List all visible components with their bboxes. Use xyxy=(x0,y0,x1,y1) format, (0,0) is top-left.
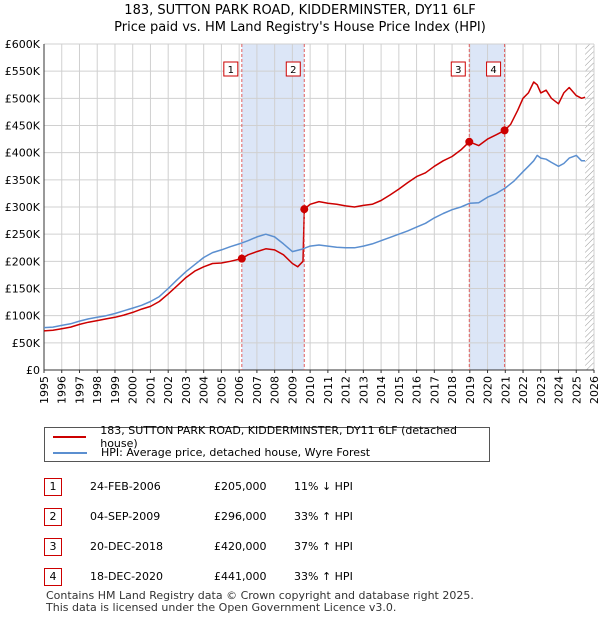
property-line-swatch xyxy=(53,435,87,438)
sale-marker-badge xyxy=(450,61,466,77)
x-tick-label: 2023 xyxy=(535,376,548,404)
y-tick-label: £600K xyxy=(5,38,41,51)
x-tick-label: 2000 xyxy=(127,376,140,404)
y-tick-label: £450K xyxy=(5,120,41,133)
sale-marker-number: 2 xyxy=(290,65,296,76)
x-tick-label: 2016 xyxy=(411,376,424,404)
x-tick-label: 2026 xyxy=(588,376,600,404)
x-tick-label: 2012 xyxy=(340,376,353,404)
legend-hpi-label: HPI: Average price, detached house, Wyre… xyxy=(101,446,371,459)
sale-point xyxy=(237,254,246,263)
x-tick-label: 1996 xyxy=(56,376,69,404)
x-tick-label: 1999 xyxy=(109,376,122,404)
sale-price: £441,000 xyxy=(214,570,267,583)
x-tick-label: 2015 xyxy=(393,376,406,404)
grid-lines xyxy=(43,43,595,371)
sale-price: £296,000 xyxy=(214,510,267,523)
x-tick-label: 2006 xyxy=(233,376,246,404)
x-tick-label: 2005 xyxy=(215,376,228,404)
sale-badge: 2 xyxy=(44,508,62,526)
sale-date: 24-FEB-2006 xyxy=(90,480,161,493)
x-tick-label: 2017 xyxy=(428,376,441,404)
x-tick-label: 2002 xyxy=(162,376,175,404)
sale-badge: 3 xyxy=(44,538,62,556)
price-chart: £0 £50K £100K £150K £200K £250K £300K £350K £400… xyxy=(5,38,600,404)
sale-date: 04-SEP-2009 xyxy=(90,510,161,523)
sale-price: £420,000 xyxy=(214,540,267,553)
sale-hpi-change: 37% ↑ HPI xyxy=(294,540,353,553)
sale-price: £205,000 xyxy=(214,480,267,493)
x-tick-label: 2003 xyxy=(180,376,193,404)
y-tick-label: £550K xyxy=(5,65,41,78)
y-tick-label: £0 xyxy=(26,364,40,377)
sale-point xyxy=(500,126,509,135)
sale-hpi-change: 11% ↓ HPI xyxy=(294,480,353,493)
x-tick-label: 2018 xyxy=(446,376,459,404)
x-tick-label: 2001 xyxy=(144,376,157,404)
x-tick-label: 1997 xyxy=(73,376,86,404)
x-tick-label: 2019 xyxy=(464,376,477,404)
hpi-line-swatch xyxy=(53,451,87,454)
x-tick-label: 2007 xyxy=(251,376,264,404)
sale-point xyxy=(465,137,474,146)
series-lines xyxy=(43,81,586,332)
x-tick-label: 2010 xyxy=(304,376,317,404)
legend-property-label: 183, SUTTON PARK ROAD, KIDDERMINSTER, DY… xyxy=(100,423,457,450)
sale-marker-badge xyxy=(486,61,502,77)
table-row: 4 18-DEC-2020 £441,000 33% ↑ HPI xyxy=(44,568,444,586)
sale-hpi-change: 33% ↑ HPI xyxy=(294,510,353,523)
license-notice: This data is licensed under the Open Gov… xyxy=(46,601,397,614)
x-tick-label: 2008 xyxy=(269,376,282,404)
hpi-series-line xyxy=(43,154,586,329)
sale-marker-badge xyxy=(285,61,301,77)
x-tick-label: 2021 xyxy=(499,376,512,404)
title-line-2: Price paid vs. HM Land Registry's House … xyxy=(114,20,486,35)
legend-item-hpi: HPI: Average price, detached house, Wyre… xyxy=(53,445,370,460)
x-tick-label: 2009 xyxy=(286,376,299,404)
x-tick-label: 2011 xyxy=(322,376,335,404)
sale-badge: 4 xyxy=(44,568,62,586)
x-tick-label: 2020 xyxy=(482,376,495,404)
sale-badge: 1 xyxy=(44,478,62,496)
table-row: 1 24-FEB-2006 £205,000 11% ↓ HPI xyxy=(44,478,444,496)
sale-point xyxy=(300,205,309,214)
y-tick-label: £250K xyxy=(5,228,41,241)
sale-marker-number: 3 xyxy=(455,65,461,76)
x-tick-label: 2014 xyxy=(375,376,388,404)
copyright-notice: Contains HM Land Registry data © Crown c… xyxy=(46,589,474,602)
y-tick-label: £100K xyxy=(5,310,41,323)
sale-hpi-change: 33% ↑ HPI xyxy=(294,570,353,583)
x-tick-label: 1995 xyxy=(38,376,51,404)
y-tick-label: £300K xyxy=(5,201,41,214)
sale-date: 18-DEC-2020 xyxy=(90,570,164,583)
y-tick-label: £150K xyxy=(5,283,41,296)
legend-item-property: 183, SUTTON PARK ROAD, KIDDERMINSTER, DY… xyxy=(53,424,489,450)
x-tick-label: 2013 xyxy=(357,376,370,404)
y-tick-label: £400K xyxy=(5,147,41,160)
x-tick-label: 1998 xyxy=(91,376,104,404)
x-tick-label: 2024 xyxy=(553,376,566,404)
table-row: 2 04-SEP-2009 £296,000 33% ↑ HPI xyxy=(44,508,444,526)
y-tick-label: £350K xyxy=(5,174,41,187)
title-line-1: 183, SUTTON PARK ROAD, KIDDERMINSTER, DY… xyxy=(124,3,476,18)
y-tick-label: £200K xyxy=(5,255,41,268)
sale-date: 20-DEC-2018 xyxy=(90,540,164,553)
x-tick-label: 2022 xyxy=(517,376,530,404)
table-row: 3 20-DEC-2018 £420,000 37% ↑ HPI xyxy=(44,538,444,556)
x-tick-label: 2004 xyxy=(198,376,211,404)
sale-marker-number: 1 xyxy=(228,65,234,76)
y-tick-label: £500K xyxy=(5,92,41,105)
y-tick-label: £50K xyxy=(12,337,41,350)
legend: 183, SUTTON PARK ROAD, KIDDERMINSTER, DY… xyxy=(44,424,490,462)
sale-marker-badge xyxy=(223,61,239,77)
chart-title: 183, SUTTON PARK ROAD, KIDDERMINSTER, DY… xyxy=(0,2,600,36)
x-tick-label: 2025 xyxy=(570,376,583,404)
property-series-line xyxy=(43,81,586,332)
sale-markers: 1 2 3 4 xyxy=(223,44,509,370)
footer: Contains HM Land Registry data © Crown c… xyxy=(46,590,474,614)
axes: £0 £50K £100K £150K £200K £250K £300K £350K £400… xyxy=(5,38,600,404)
sale-marker-number: 4 xyxy=(490,65,496,76)
